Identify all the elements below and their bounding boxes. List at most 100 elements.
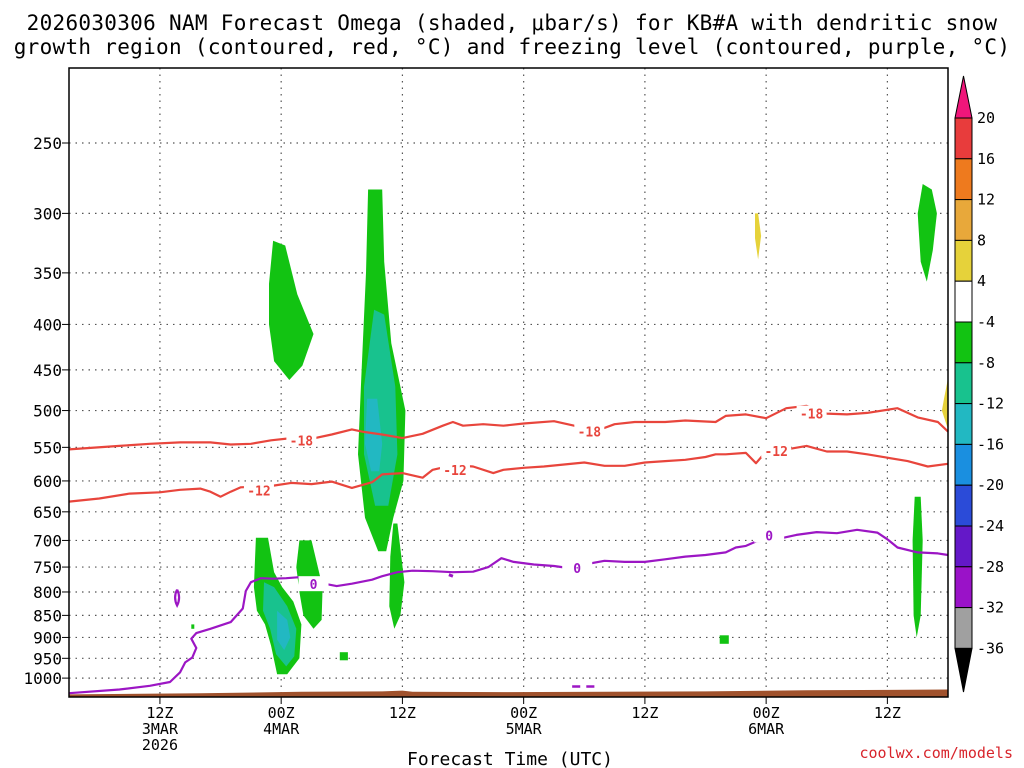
contour-dgz-minus12 bbox=[68, 444, 949, 503]
x-tick-label-78-0: 12Z bbox=[874, 704, 901, 722]
omega-region-green-blob-small bbox=[339, 652, 348, 661]
colorbar-segment-13 bbox=[954, 607, 973, 649]
freezing-level-ring bbox=[174, 589, 181, 609]
colorbar-segment-4 bbox=[954, 239, 973, 282]
y-tick-label-700: 700 bbox=[33, 531, 62, 550]
colorbar-bottom-arrow bbox=[954, 647, 973, 693]
contour-freezing-level-0 bbox=[68, 528, 949, 695]
colorbar-label-0: 20 bbox=[977, 109, 995, 127]
colorbar-label-9: -20 bbox=[977, 476, 1004, 494]
colorbar-label-12: -32 bbox=[977, 599, 1004, 617]
y-tick-label-250: 250 bbox=[33, 134, 62, 153]
contour-label-bg-dgz-minus12-0 bbox=[243, 482, 274, 498]
colorbar-segment-6 bbox=[954, 321, 973, 364]
contour-label-bg-dgz-minus18-2 bbox=[796, 405, 827, 421]
contour-label-freezing-level-0-2: 0 bbox=[765, 529, 773, 544]
colorbar-label-1: 16 bbox=[977, 150, 995, 168]
contour-label-bg-freezing-level-0-1 bbox=[562, 560, 593, 576]
colorbar-label-4: 4 bbox=[977, 272, 986, 290]
x-tick-label-30-0: 12Z bbox=[389, 704, 416, 722]
contour-label-dgz-minus18-0: -18 bbox=[290, 434, 314, 449]
colorbar-segment-5 bbox=[954, 280, 973, 323]
colorbar: 20 16 12 8 4 -4 -8 -12 -16 -20 -24 -28 -32 -36 bbox=[954, 75, 1004, 693]
x-tick-label-18-0: 00Z bbox=[268, 704, 295, 722]
colorbar-segment-3 bbox=[954, 199, 973, 241]
colorbar-top-arrow bbox=[954, 75, 973, 119]
colorbar-segment-7 bbox=[954, 362, 973, 405]
omega-region-cyan-column-4mar12z bbox=[365, 398, 383, 472]
contour-label-freezing-level-0-1: 0 bbox=[573, 562, 581, 577]
chart-title-line2: growth region (contoured, red, °C) and f… bbox=[14, 35, 1011, 59]
x-tick-label-18-1: 4MAR bbox=[263, 720, 300, 738]
y-tick-label-900: 900 bbox=[33, 628, 62, 647]
y-tick-label-600: 600 bbox=[33, 472, 62, 491]
colorbar-label-11: -28 bbox=[977, 558, 1004, 576]
x-tick-label-42-1: 5MAR bbox=[506, 720, 543, 738]
y-tick-label-550: 550 bbox=[33, 438, 62, 457]
contour-label-bg-dgz-minus12-2 bbox=[761, 442, 792, 458]
y-tick-label-750: 750 bbox=[33, 558, 62, 577]
y-tick-label-650: 650 bbox=[33, 503, 62, 522]
x-axis-label: Forecast Time (UTC) bbox=[407, 749, 613, 768]
colorbar-segment-9 bbox=[954, 443, 973, 486]
colorbar-segment-12 bbox=[954, 566, 973, 609]
contour-label-bg-dgz-minus18-1 bbox=[574, 423, 605, 439]
colorbar-label-7: -12 bbox=[977, 395, 1004, 413]
colorbar-segment-1 bbox=[954, 117, 973, 160]
x-tick-label-54-0: 12Z bbox=[631, 704, 658, 722]
plot-frame bbox=[68, 67, 949, 698]
contour-label-dgz-minus18-2: -18 bbox=[800, 408, 824, 423]
chart-title-line1: 2026030306 NAM Forecast Omega (shaded, μ… bbox=[27, 11, 998, 35]
omega-region-yellow-right-edge bbox=[941, 378, 948, 430]
x-tick-label-42-0: 00Z bbox=[510, 704, 537, 722]
y-tick-label-350: 350 bbox=[33, 264, 62, 283]
axes: 250 300 350 400 450 500 550 600 650 700 750 800 850 9… bbox=[23, 67, 949, 754]
omega-region-cyan-lower-left-4mar bbox=[277, 610, 291, 651]
omega-region-yellow-upper bbox=[755, 213, 762, 260]
omega-region-green-blob-6mar bbox=[719, 635, 729, 644]
x-tick-label-66-0: 00Z bbox=[753, 704, 780, 722]
contour-label-dgz-minus12-1: -12 bbox=[443, 464, 466, 479]
y-tick-label-400: 400 bbox=[33, 315, 62, 334]
y-tick-label-950: 950 bbox=[33, 649, 62, 668]
contour-label-freezing-level-0-0: 0 bbox=[310, 578, 318, 593]
colorbar-label-2: 12 bbox=[977, 191, 995, 209]
y-tick-label-300: 300 bbox=[33, 204, 62, 223]
x-tick-label-6-2: 2026 bbox=[142, 736, 178, 754]
colorbar-label-13: -36 bbox=[977, 639, 1004, 657]
x-tick-label-66-1: 6MAR bbox=[748, 720, 785, 738]
omega-region-green-tiny-3mar bbox=[191, 624, 195, 629]
y-tick-label-1000: 1000 bbox=[23, 669, 62, 688]
contour-label-bg-freezing-level-0-2 bbox=[754, 527, 785, 543]
contour-label-dgz-minus12-2: -12 bbox=[764, 445, 787, 460]
colorbar-label-10: -24 bbox=[977, 517, 1004, 535]
freezing-level-dash-1 bbox=[448, 573, 454, 578]
credit-text: coolwx.com/models bbox=[859, 744, 1013, 762]
y-tick-label-450: 450 bbox=[33, 361, 62, 380]
y-tick-label-850: 850 bbox=[33, 606, 62, 625]
contour-label-bg-dgz-minus12-1 bbox=[439, 461, 470, 477]
colorbar-label-3: 8 bbox=[977, 231, 986, 249]
colorbar-segment-2 bbox=[954, 158, 973, 201]
contour-label-dgz-minus18-1: -18 bbox=[578, 426, 602, 441]
x-tick-label-6-1: 3MAR bbox=[142, 720, 179, 738]
y-tick-label-500: 500 bbox=[33, 402, 62, 421]
omega-region-green-upper-4mar bbox=[269, 240, 314, 380]
colorbar-segment-11 bbox=[954, 525, 973, 568]
colorbar-segment-8 bbox=[954, 403, 973, 445]
contour-label-dgz-minus12-0: -12 bbox=[247, 484, 270, 499]
contour-label-bg-dgz-minus18-0 bbox=[286, 432, 317, 448]
omega-region-green-lower-6mar12z bbox=[912, 496, 923, 638]
x-tick-label-6-0: 12Z bbox=[146, 704, 173, 722]
colorbar-label-6: -8 bbox=[977, 354, 995, 372]
colorbar-label-8: -16 bbox=[977, 435, 1004, 453]
omega-region-green-lower-center-4mar bbox=[389, 523, 405, 629]
colorbar-label-5: -4 bbox=[977, 313, 995, 331]
terrain-fill bbox=[69, 689, 948, 697]
colorbar-segment-10 bbox=[954, 484, 973, 527]
y-tick-label-800: 800 bbox=[33, 583, 62, 602]
plot-area: -18 -18 -18 -12 -12 -12 0 0 0 bbox=[68, 68, 949, 697]
contour-label-bg-freezing-level-0-0 bbox=[298, 576, 329, 592]
omega-region-green-upper-6mar12z bbox=[917, 184, 937, 282]
